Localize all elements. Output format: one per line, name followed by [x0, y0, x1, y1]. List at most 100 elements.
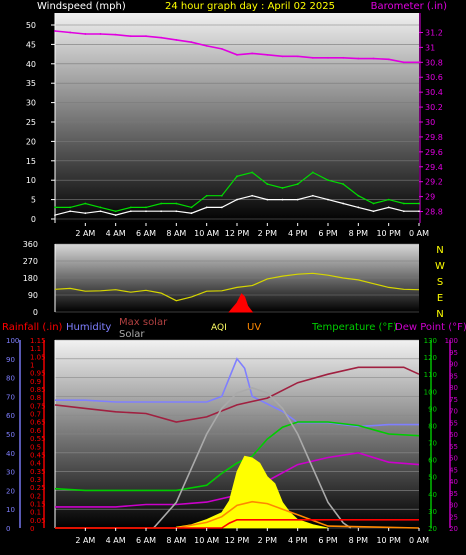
- right-tick-label: 30: [425, 118, 435, 127]
- tick-label: 90: [449, 361, 458, 369]
- tick-label: 0.95: [30, 370, 46, 378]
- tick-label: 20: [428, 525, 437, 533]
- tick-label: 0.3: [30, 476, 41, 484]
- point-wind: [236, 198, 238, 201]
- point-gust: [296, 183, 299, 185]
- tick-label: 0.1: [30, 509, 41, 517]
- point-barometer: [129, 35, 132, 38]
- right-tick-label: 29.4: [425, 163, 443, 172]
- point-barometer: [296, 55, 299, 58]
- point-gust: [387, 198, 390, 201]
- point-gust: [205, 194, 208, 197]
- tick-label: 0.15: [30, 500, 46, 508]
- tick-label: 55: [449, 443, 458, 451]
- point-wind: [387, 206, 390, 209]
- point-wind: [372, 210, 375, 213]
- tick-label: 20: [6, 487, 15, 495]
- right-axis-label: Barometer (.in): [371, 1, 447, 12]
- right-tick-label: 28.8: [425, 208, 443, 217]
- point-barometer: [84, 33, 87, 35]
- point-gust: [327, 179, 329, 182]
- legend-max-solar: Max solar: [119, 317, 168, 328]
- tick-label: 0.65: [30, 419, 46, 427]
- left-tick-label: 5: [31, 196, 36, 205]
- point-gust: [342, 183, 345, 185]
- compass-label: N: [436, 245, 443, 256]
- point-gust: [175, 202, 178, 205]
- x-tick-label: 6 PM: [318, 536, 337, 545]
- x-tick-label: 8 PM: [349, 229, 368, 238]
- series-heat-index: [54, 366, 420, 423]
- tick-label: 0.6: [30, 427, 42, 435]
- x-tick-label: 4 AM: [106, 536, 126, 545]
- tick-label: 30: [428, 508, 437, 516]
- x-tick-label: 8 AM: [166, 536, 186, 545]
- left-tick-label: 30: [26, 99, 36, 108]
- point-barometer: [372, 57, 375, 60]
- point-barometer: [220, 47, 223, 50]
- x-tick-label: 12 PM: [225, 229, 250, 238]
- tick-label: 40: [6, 450, 15, 458]
- tick-label: 0.55: [30, 435, 46, 443]
- direction-tick-label: 360: [23, 240, 38, 249]
- point-wind: [114, 214, 117, 217]
- legend-solar: Solar: [119, 329, 145, 340]
- tick-label: 80: [6, 375, 15, 383]
- point-wind: [281, 198, 284, 201]
- x-tick-label: 2 AM: [75, 229, 95, 238]
- right-tick-label: 31.2: [425, 28, 443, 37]
- tick-label: 60: [428, 457, 437, 465]
- right-tick-label: 30.2: [425, 103, 443, 112]
- point-wind: [54, 214, 56, 217]
- right-tick-label: 29.2: [425, 178, 443, 187]
- chart-title: 24 hour graph day : April 02 2025: [165, 1, 335, 12]
- tick-label: 1.15: [30, 337, 46, 345]
- tick-label: 30: [449, 502, 458, 510]
- point-gust: [160, 202, 163, 205]
- series-wind-direction: [54, 272, 420, 302]
- legend-temperature: Temperature (°F): [311, 322, 397, 333]
- point-wind: [296, 198, 299, 201]
- left-tick-label: 0: [31, 215, 36, 224]
- x-tick-label: 10 AM: [194, 229, 219, 238]
- series-uv: [55, 500, 420, 529]
- direction-tick-label: 270: [23, 257, 38, 266]
- tick-label: 0.35: [30, 468, 46, 476]
- series-rainfall: [228, 293, 254, 313]
- point-barometer: [69, 31, 72, 34]
- tick-label: 80: [428, 422, 437, 430]
- direction-tick-label: 0: [33, 308, 38, 317]
- right-tick-label: 30.4: [425, 88, 443, 97]
- x-tick-label: 4 AM: [106, 229, 126, 238]
- direction-tick-label: 90: [28, 291, 38, 300]
- compass-label: S: [437, 277, 443, 288]
- point-gust: [357, 194, 360, 197]
- tick-label: 0.85: [30, 386, 46, 394]
- point-wind: [311, 194, 314, 197]
- tick-label: 70: [428, 440, 437, 448]
- left-tick-label: 10: [26, 176, 36, 185]
- tick-label: 100: [445, 337, 458, 345]
- point-barometer: [205, 44, 208, 47]
- compass-label: N: [436, 309, 443, 320]
- tick-label: 30: [6, 469, 15, 477]
- tick-label: 40: [449, 478, 458, 486]
- tick-label: 100: [6, 337, 19, 345]
- point-wind: [99, 210, 102, 213]
- left-tick-label: 15: [26, 157, 36, 166]
- tick-label: 0: [30, 525, 34, 533]
- legend-humidity: Humidity: [66, 322, 111, 333]
- x-tick-label: 2 AM: [75, 536, 95, 545]
- panel-wind-barometer: [55, 13, 419, 223]
- x-tick-label: 6 PM: [318, 229, 337, 238]
- series-rainfall: [55, 518, 419, 529]
- tick-label: 50: [6, 431, 15, 439]
- point-barometer: [327, 56, 329, 59]
- tick-label: 95: [449, 349, 458, 357]
- x-tick-label: 0 AM: [409, 229, 429, 238]
- tick-label: 25: [449, 513, 458, 521]
- right-tick-label: 30.6: [425, 73, 443, 82]
- point-wind: [175, 210, 178, 213]
- point-gust: [69, 206, 72, 209]
